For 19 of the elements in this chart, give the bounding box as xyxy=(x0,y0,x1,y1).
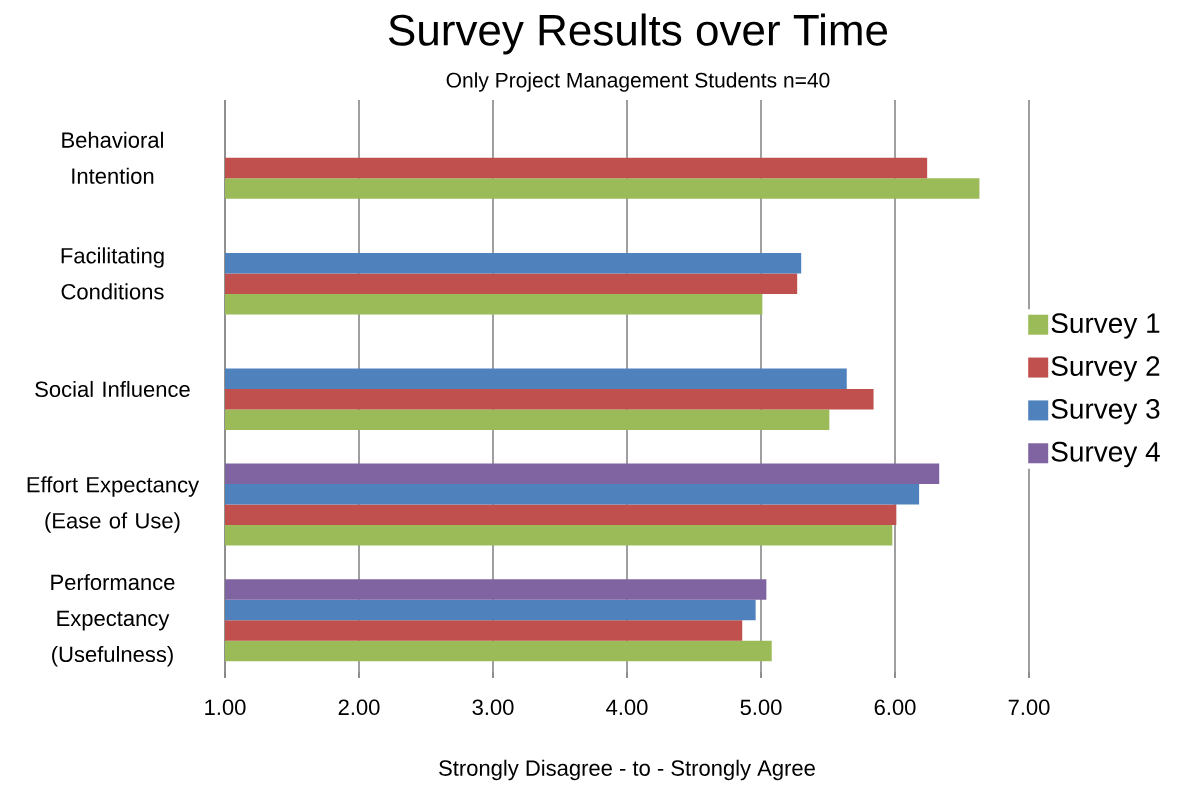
y-tick-label: Social Influence xyxy=(35,380,190,398)
x-tick-label: 6.00 xyxy=(874,699,916,716)
y-tick-label: Behavioral Intention xyxy=(62,131,163,184)
legend-label: Survey 4 xyxy=(1051,441,1160,468)
y-tick-label: Facilitating Conditions xyxy=(61,247,164,300)
legend-label: Survey 3 xyxy=(1051,399,1160,425)
x-tick-label: 1.00 xyxy=(205,699,246,716)
chart-title: Survey Results over Time xyxy=(388,13,888,55)
y-tick-label: Performance Expectancy (Usefulness) xyxy=(51,573,175,667)
x-tick-label: 5.00 xyxy=(740,699,782,716)
legend-label: Survey 1 xyxy=(1051,313,1160,339)
legend-label: Survey 2 xyxy=(1051,356,1160,382)
chart-subtitle: Only Project Management Students n=40 xyxy=(446,72,830,92)
x-axis-title: Strongly Disagree - to - Strongly Agree xyxy=(439,759,815,781)
x-tick-label: 3.00 xyxy=(472,699,514,716)
x-tick-label: 2.00 xyxy=(338,699,380,716)
x-tick-label: 4.00 xyxy=(606,699,648,716)
x-tick-label: 7.00 xyxy=(1008,699,1050,716)
y-tick-label: Effort Expectancy (Ease of Use) xyxy=(27,476,200,533)
